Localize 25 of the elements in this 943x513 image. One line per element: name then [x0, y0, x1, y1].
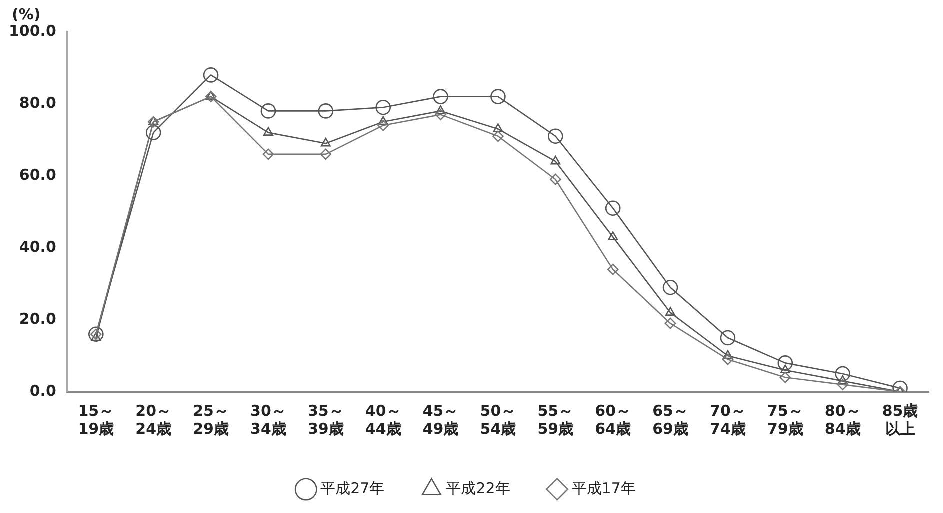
- y-tick-label: 60.0: [19, 166, 56, 184]
- x-tick-label: 25～29歳: [193, 402, 229, 438]
- x-tick-label: 30～34歳: [250, 402, 286, 438]
- x-tick-label: 55～59歳: [538, 402, 574, 438]
- x-tick-label: 75～79歳: [767, 402, 804, 438]
- y-tick-label: 80.0: [19, 94, 56, 112]
- x-tick-label: 80～84歳: [824, 402, 861, 438]
- x-tick-label: 15～19歳: [78, 402, 114, 438]
- x-tick-label: 20～24歳: [136, 402, 172, 438]
- x-tick-label: 85歳以上: [882, 402, 918, 438]
- x-tick-label: 45～49歳: [422, 402, 459, 438]
- x-tick-label: 70～74歳: [710, 402, 746, 438]
- x-tick-label: 60～64歳: [595, 402, 632, 438]
- y-tick-label: 100.0: [8, 22, 56, 40]
- x-tick-label: 50～54歳: [480, 402, 516, 438]
- y-tick-label: 0.0: [30, 382, 56, 400]
- y-axis-title: (%): [12, 5, 41, 24]
- legend-label: 平成22年: [446, 479, 510, 498]
- y-tick-label: 20.0: [19, 310, 56, 328]
- legend-label: 平成17年: [572, 479, 636, 498]
- y-tick-label: 40.0: [19, 238, 56, 256]
- x-tick-label: 65～69歳: [652, 402, 688, 438]
- x-tick-label: 40～44歳: [365, 402, 402, 438]
- x-tick-label: 35～39歳: [308, 402, 344, 438]
- legend-label: 平成27年: [320, 479, 385, 498]
